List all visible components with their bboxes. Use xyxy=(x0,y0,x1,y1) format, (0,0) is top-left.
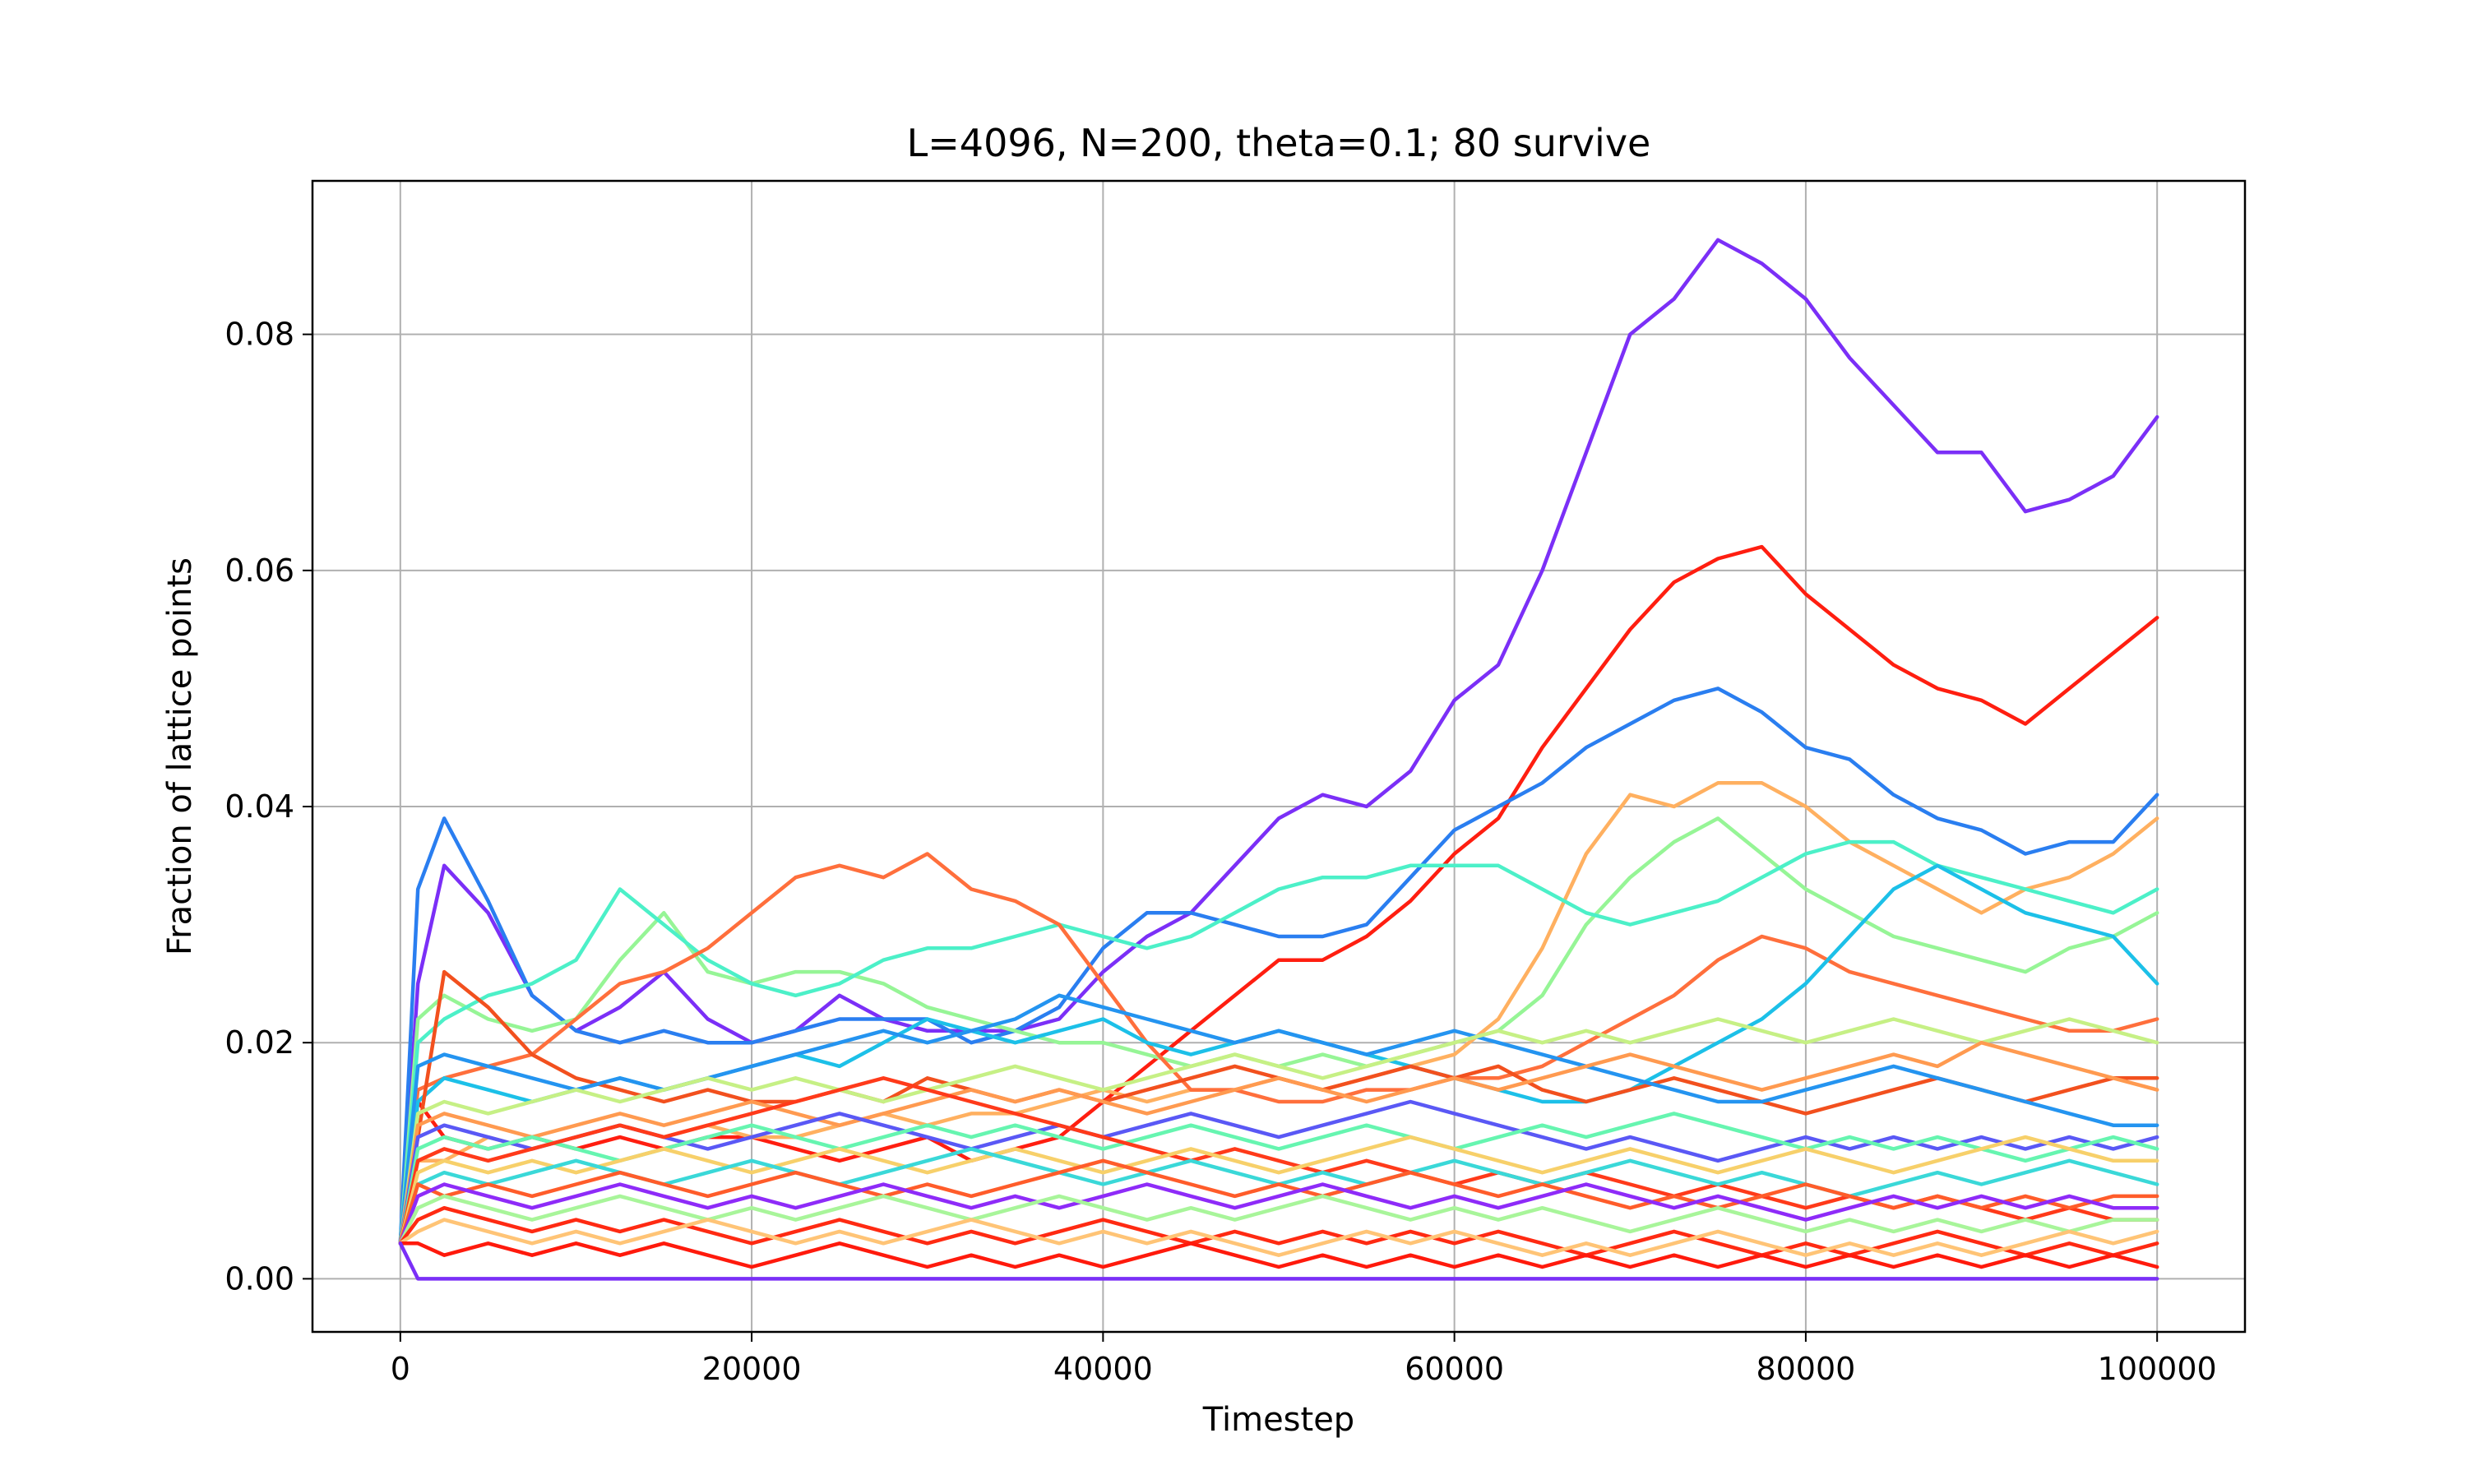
x-tick-label: 0 xyxy=(391,1351,410,1387)
series-line-2 xyxy=(398,544,2159,1246)
series-line-23 xyxy=(398,1241,2159,1269)
series-line-12 xyxy=(398,1040,2159,1246)
x-tick-label: 20000 xyxy=(702,1351,802,1387)
x-tick-label: 80000 xyxy=(1756,1351,1855,1387)
series-lines xyxy=(398,238,2159,1281)
y-axis-label: Fraction of lattice points xyxy=(161,557,199,955)
x-tick-label: 100000 xyxy=(2098,1351,2217,1387)
series-line-21 xyxy=(398,1205,2159,1257)
y-tick-label: 0.02 xyxy=(224,1024,294,1061)
series-line-9 xyxy=(398,969,2159,1246)
y-tick-label: 0.06 xyxy=(224,552,294,589)
series-line-7 xyxy=(398,852,2159,1246)
series-line-16 xyxy=(398,1135,2159,1246)
x-tick-label: 40000 xyxy=(1053,1351,1153,1387)
series-line-11 xyxy=(398,1017,2159,1246)
plot-area-frame xyxy=(311,179,2247,1334)
axis-ticks: 0 20000 40000 60000 80000 100000 0.00 0.02 0.04 0… xyxy=(224,317,2216,1387)
x-axis-label: Timestep xyxy=(1202,1401,1354,1439)
y-tick-label: 0.08 xyxy=(224,317,294,353)
series-line-19 xyxy=(398,1182,2159,1246)
x-tick-label: 60000 xyxy=(1405,1351,1504,1387)
series-line-3 xyxy=(398,687,2159,1246)
series-line-24 xyxy=(398,1241,2159,1281)
chart-title: L=4096, N=200, theta=0.1; 80 survive xyxy=(907,121,1651,165)
series-line-6 xyxy=(398,839,2159,1246)
series-line-1 xyxy=(398,238,2159,1246)
y-tick-label: 0.00 xyxy=(224,1260,294,1297)
y-tick-label: 0.04 xyxy=(224,788,294,825)
series-line-18 xyxy=(398,1158,2159,1246)
series-line-22 xyxy=(398,1218,2159,1257)
series-line-10 xyxy=(398,993,2159,1246)
series-line-20 xyxy=(398,1194,2159,1246)
